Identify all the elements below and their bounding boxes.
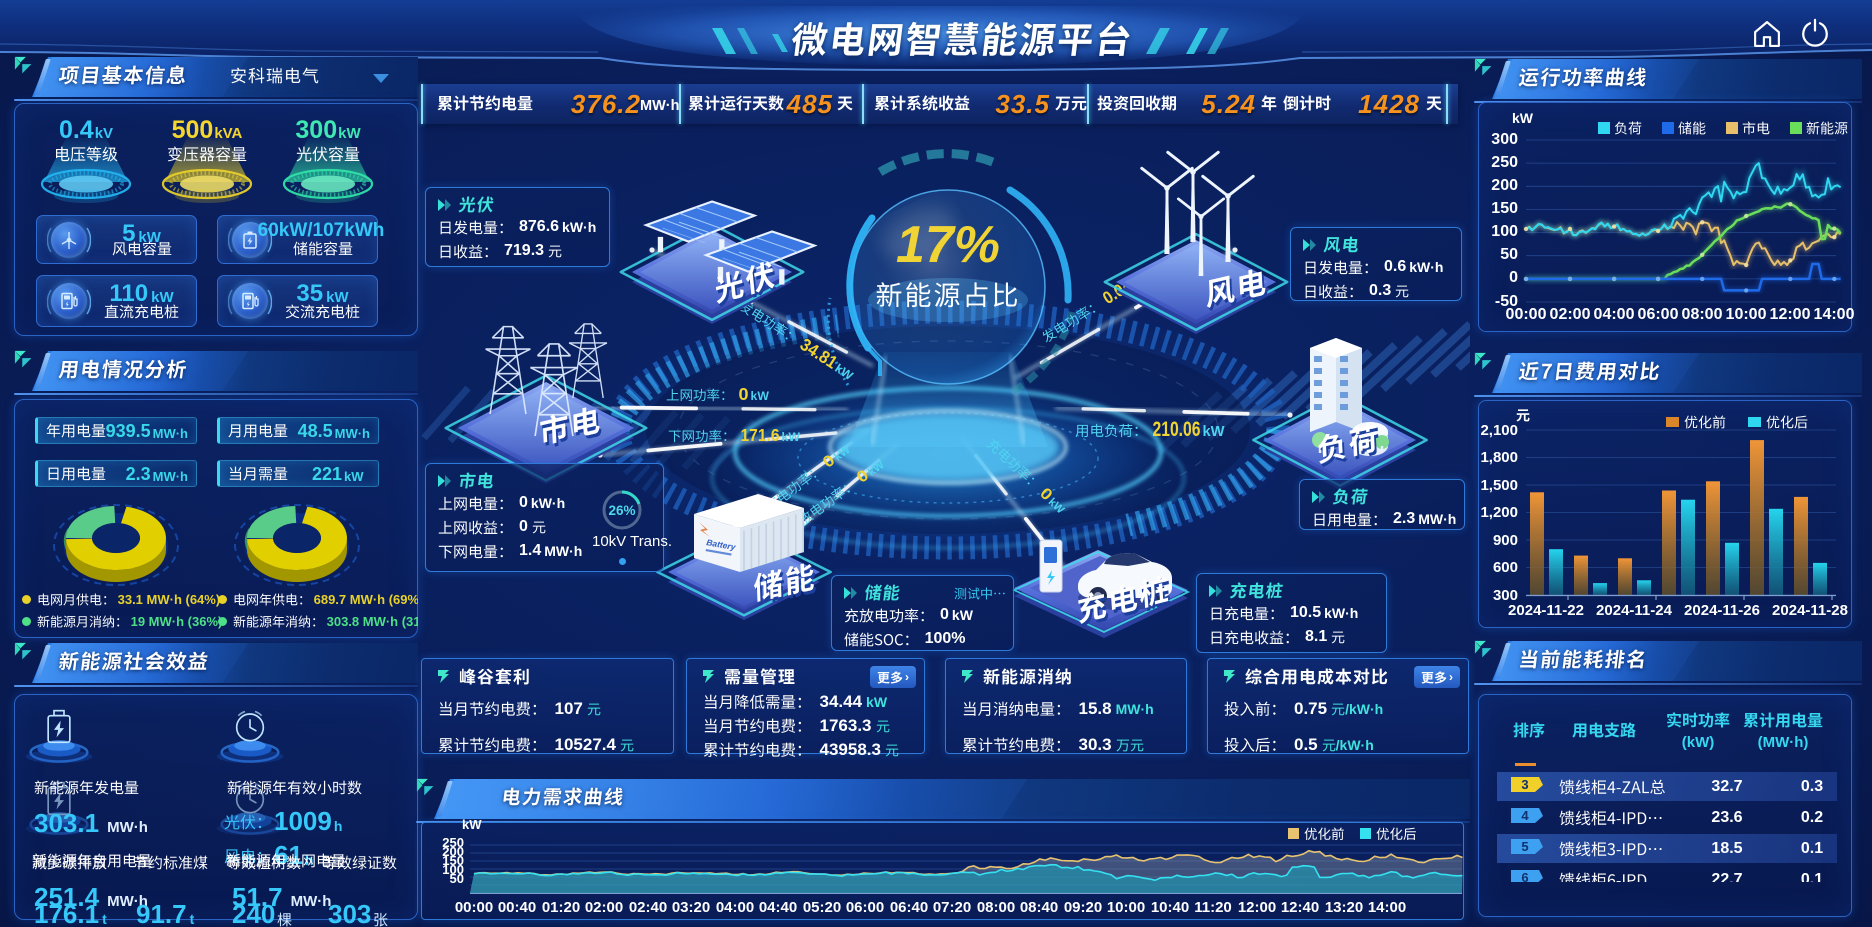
svg-text:0: 0 <box>739 384 749 404</box>
svg-text:kW: kW <box>751 389 770 403</box>
svg-text:6: 6 <box>1521 870 1528 883</box>
svg-text:26%: 26% <box>608 503 635 518</box>
svg-text:kW: kW <box>782 430 801 444</box>
svg-text:17%: 17% <box>896 216 1000 274</box>
svg-text:4: 4 <box>1521 808 1529 823</box>
svg-text:3: 3 <box>1521 777 1528 792</box>
svg-text:kW: kW <box>1203 424 1225 440</box>
svg-text:210.06: 210.06 <box>1153 418 1201 441</box>
svg-text:5: 5 <box>1521 839 1528 854</box>
svg-text:171.6: 171.6 <box>741 425 780 445</box>
